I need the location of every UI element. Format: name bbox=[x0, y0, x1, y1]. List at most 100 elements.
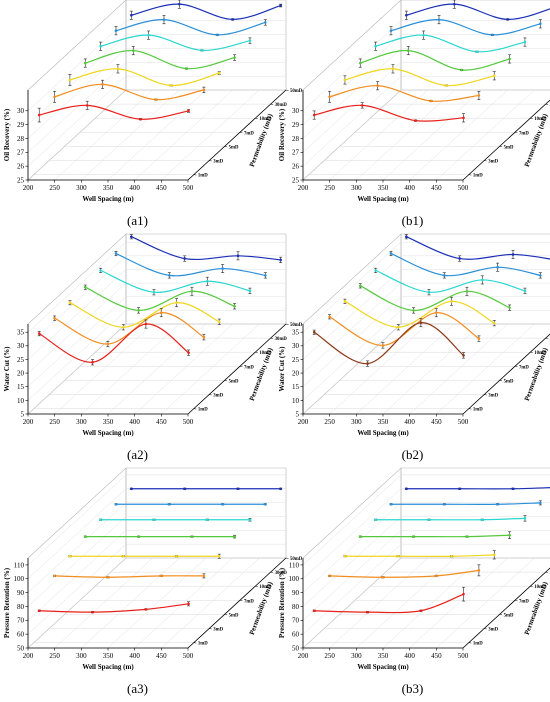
wall-gridline bbox=[302, 544, 402, 635]
data-point bbox=[405, 487, 408, 491]
series-line bbox=[390, 502, 541, 505]
data-point bbox=[328, 315, 331, 319]
floor-gridline-x bbox=[356, 89, 455, 181]
floor-gridline-x bbox=[134, 557, 233, 649]
back-wall bbox=[400, 0, 550, 91]
y-tick-label: 25 bbox=[17, 356, 25, 364]
series-line bbox=[54, 575, 204, 578]
z-tick-label: 50mD bbox=[290, 323, 303, 328]
floor-gridline-x bbox=[134, 323, 233, 415]
chart-frame: 200 250 300 350 400 450 500 50 60 70 80 90 100 110 1mD… bbox=[3, 467, 303, 671]
data-point bbox=[236, 254, 240, 258]
data-point bbox=[130, 487, 133, 491]
x-tick-label: 400 bbox=[404, 418, 415, 426]
data-point bbox=[190, 290, 194, 293]
floor-plane bbox=[302, 89, 550, 181]
series-line bbox=[375, 269, 526, 293]
z-tick-mark bbox=[270, 571, 274, 573]
data-point bbox=[358, 535, 362, 538]
floor-gridline-x bbox=[436, 323, 535, 415]
x-tick-label: 250 bbox=[49, 418, 60, 426]
series-line bbox=[406, 486, 550, 490]
z-tick-mark bbox=[209, 628, 212, 630]
floor-gridline-x bbox=[134, 89, 233, 181]
data-point bbox=[169, 84, 173, 87]
y-tick-label: 70 bbox=[17, 617, 25, 625]
x-tick-label: 450 bbox=[156, 652, 167, 660]
z-tick-mark bbox=[255, 351, 258, 353]
data-point bbox=[216, 33, 219, 37]
data-point bbox=[523, 517, 527, 520]
data-point bbox=[99, 44, 102, 48]
z-tick-label: 1mD bbox=[198, 174, 208, 179]
series-50mD bbox=[404, 486, 550, 491]
wall-gridline bbox=[27, 269, 127, 360]
data-point bbox=[106, 342, 110, 346]
series-line bbox=[375, 517, 525, 521]
x-tick-label: 350 bbox=[378, 652, 389, 660]
y-tick-label: 25 bbox=[292, 356, 300, 364]
data-point bbox=[99, 518, 102, 522]
data-point bbox=[91, 360, 94, 364]
y-tick-label: 30 bbox=[17, 342, 25, 350]
series-1mD bbox=[312, 318, 466, 367]
wall-gridline bbox=[27, 310, 127, 401]
data-point bbox=[147, 33, 150, 37]
wall-gridline bbox=[27, 76, 127, 167]
z-tick-mark bbox=[224, 614, 228, 616]
data-point bbox=[187, 109, 190, 113]
data-point bbox=[217, 71, 221, 75]
y-tick-label: 29 bbox=[17, 121, 25, 129]
data-point bbox=[168, 274, 171, 277]
panel-caption: (a3) bbox=[127, 681, 148, 696]
z-tick-label: 7mD bbox=[244, 365, 254, 370]
wall-gridline bbox=[302, 282, 402, 374]
series-10mD bbox=[99, 267, 252, 296]
z-axis bbox=[187, 323, 287, 415]
floor-gridline-x bbox=[107, 89, 207, 181]
data-point bbox=[477, 94, 481, 97]
series-line bbox=[131, 3, 281, 20]
data-point bbox=[152, 290, 156, 294]
data-point bbox=[523, 40, 527, 44]
data-point bbox=[217, 554, 221, 558]
z-tick-mark bbox=[285, 89, 289, 91]
data-point bbox=[144, 608, 148, 611]
data-point bbox=[328, 574, 331, 578]
x-tick-label: 500 bbox=[458, 652, 469, 660]
data-point bbox=[376, 84, 379, 88]
data-point bbox=[68, 78, 72, 82]
data-point bbox=[437, 18, 441, 21]
data-point bbox=[360, 104, 364, 107]
x-axis-title: Well Spacing (m) bbox=[357, 663, 409, 671]
series-line bbox=[313, 322, 464, 365]
data-point bbox=[121, 325, 125, 329]
data-point bbox=[99, 269, 102, 272]
panel-caption: (a1) bbox=[127, 213, 148, 228]
floor-gridline-x bbox=[161, 89, 260, 181]
wall-gridline bbox=[302, 310, 402, 401]
series-3mD bbox=[53, 573, 206, 579]
wall-gridline bbox=[302, 474, 402, 566]
x-axis-title: Well Spacing (m) bbox=[357, 195, 409, 203]
wall-gridline bbox=[302, 242, 402, 333]
data-point bbox=[83, 61, 87, 65]
floor-plane bbox=[302, 323, 550, 415]
series-line bbox=[375, 34, 526, 53]
y-tick-label: 80 bbox=[17, 603, 25, 611]
y-tick-label: 10 bbox=[17, 397, 25, 405]
floor-gridline-x bbox=[329, 557, 428, 649]
z-tick-mark bbox=[468, 408, 472, 410]
data-point bbox=[200, 49, 204, 52]
z-tick-mark bbox=[193, 174, 197, 176]
y-tick-label: 15 bbox=[17, 383, 25, 391]
x-tick-label: 450 bbox=[156, 418, 167, 426]
z-tick-mark bbox=[530, 585, 533, 587]
data-point bbox=[187, 351, 190, 354]
data-point bbox=[462, 116, 465, 120]
z-tick-label: 5mD bbox=[229, 379, 239, 384]
data-point bbox=[83, 535, 87, 538]
z-tick-label: 5mD bbox=[504, 379, 514, 384]
x-tick-label: 250 bbox=[324, 418, 335, 426]
data-point bbox=[231, 18, 234, 21]
